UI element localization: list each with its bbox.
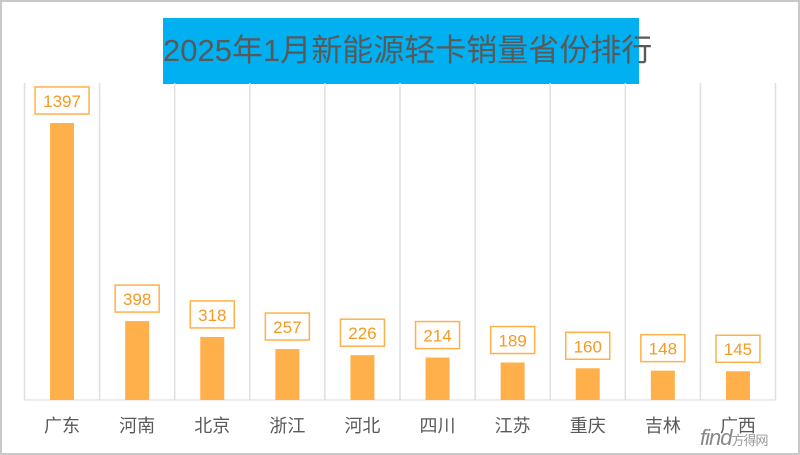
data-label: 145 — [724, 340, 752, 359]
x-tick-label: 江苏 — [495, 416, 531, 437]
data-label-box — [114, 284, 160, 313]
bar — [200, 336, 225, 400]
watermark-latin: find — [700, 425, 733, 450]
x-tick-label: 河南 — [119, 416, 155, 437]
data-label: 398 — [123, 290, 151, 309]
bar — [500, 362, 525, 400]
watermark-cjk: 方得网 — [731, 433, 768, 448]
data-label: 226 — [348, 324, 376, 343]
data-label-box — [339, 318, 386, 347]
data-label: 257 — [273, 318, 301, 337]
data-label-box — [189, 300, 235, 329]
x-tick-label: 吉林 — [645, 416, 681, 437]
bar — [275, 349, 300, 400]
watermark-logo: find方得网 — [700, 425, 769, 451]
data-label-box — [715, 334, 761, 363]
data-label: 189 — [498, 332, 526, 351]
data-label-box — [264, 312, 311, 341]
bar — [650, 370, 675, 400]
data-label: 318 — [198, 306, 226, 325]
x-tick-label: 河北 — [344, 416, 380, 437]
x-tick-label: 广东 — [44, 416, 80, 437]
data-label-box — [565, 331, 611, 361]
data-label: 160 — [574, 337, 602, 356]
data-label-box — [34, 86, 90, 115]
bar — [350, 355, 375, 400]
bar — [425, 357, 450, 400]
x-tick-label: 广西 — [720, 416, 756, 437]
x-tick-label: 浙江 — [269, 416, 305, 437]
bar — [125, 321, 150, 400]
x-tick-label: 重庆 — [570, 416, 606, 437]
data-label: 214 — [423, 327, 451, 346]
bar — [725, 371, 750, 400]
data-label: 1397 — [43, 92, 81, 111]
bar — [50, 123, 75, 400]
x-tick-label: 四川 — [420, 416, 456, 437]
chart-title: 2025年1月新能源轻卡销量省份排行 — [163, 18, 652, 84]
bar — [575, 368, 600, 400]
data-label-box — [414, 320, 461, 350]
data-label-box — [489, 325, 536, 355]
x-tick-label: 北京 — [194, 416, 230, 437]
data-label: 148 — [649, 340, 677, 359]
data-label-box — [640, 333, 686, 363]
